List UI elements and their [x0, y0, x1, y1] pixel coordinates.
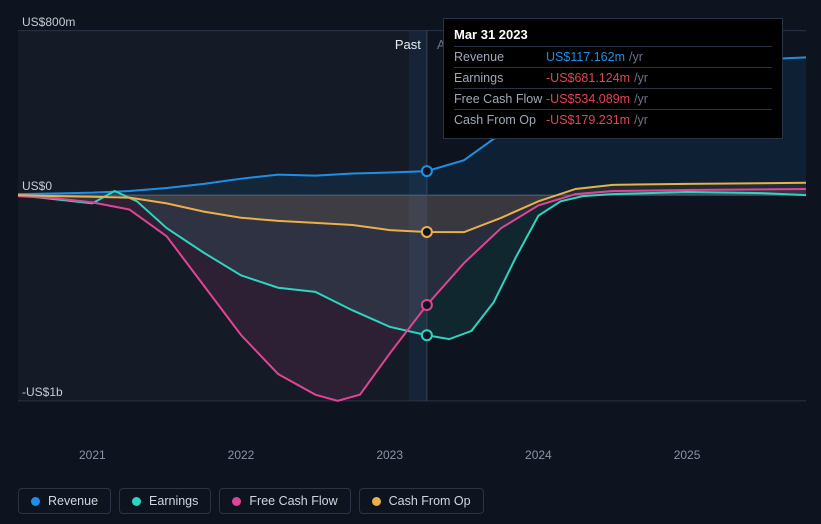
y-axis-label: -US$1b	[22, 385, 63, 399]
legend-item-earnings[interactable]: Earnings	[119, 488, 211, 514]
tooltip-row: RevenueUS$117.162m/yr	[454, 46, 772, 67]
tooltip-row: Cash From Op-US$179.231m/yr	[454, 109, 772, 130]
x-axis-tick: 2023	[376, 448, 403, 462]
legend-label: Earnings	[149, 494, 198, 508]
legend-item-revenue[interactable]: Revenue	[18, 488, 111, 514]
legend-item-free-cash-flow[interactable]: Free Cash Flow	[219, 488, 350, 514]
tooltip-row-value: US$117.162m	[546, 50, 625, 64]
x-axis-tick: 2021	[79, 448, 106, 462]
legend-label: Cash From Op	[389, 494, 471, 508]
legend-swatch	[31, 497, 40, 506]
tooltip-row-value: -US$179.231m	[546, 113, 630, 127]
legend-label: Free Cash Flow	[249, 494, 337, 508]
legend-swatch	[132, 497, 141, 506]
tooltip-row: Earnings-US$681.124m/yr	[454, 67, 772, 88]
chart-tooltip: Mar 31 2023 RevenueUS$117.162m/yrEarning…	[443, 18, 783, 139]
tooltip-row: Free Cash Flow-US$534.089m/yr	[454, 88, 772, 109]
tooltip-row-unit: /yr	[634, 113, 648, 127]
x-axis-tick: 2025	[674, 448, 701, 462]
y-axis-label: US$0	[22, 179, 52, 193]
legend-label: Revenue	[48, 494, 98, 508]
tooltip-row-label: Cash From Op	[454, 113, 546, 127]
legend-swatch	[232, 497, 241, 506]
tooltip-row-label: Revenue	[454, 50, 546, 64]
tooltip-row-unit: /yr	[634, 71, 648, 85]
financial-forecast-chart: US$800mUS$0-US$1b PastAnalysts Forecasts…	[0, 0, 821, 524]
tooltip-row-unit: /yr	[634, 92, 648, 106]
legend-swatch	[372, 497, 381, 506]
chart-legend: Revenue Earnings Free Cash Flow Cash From O…	[18, 488, 484, 514]
tooltip-title: Mar 31 2023	[454, 25, 772, 46]
x-axis-tick: 2022	[228, 448, 255, 462]
legend-item-cash-from-op[interactable]: Cash From Op	[359, 488, 484, 514]
tooltip-row-label: Earnings	[454, 71, 546, 85]
tooltip-row-value: -US$534.089m	[546, 92, 630, 106]
x-axis-tick: 2024	[525, 448, 552, 462]
tooltip-row-value: -US$681.124m	[546, 71, 630, 85]
section-label-past: Past	[377, 37, 421, 52]
tooltip-row-unit: /yr	[629, 50, 643, 64]
y-axis-label: US$800m	[22, 15, 75, 29]
x-axis: 2021 2022 2023 2024 2025	[18, 448, 806, 468]
tooltip-row-label: Free Cash Flow	[454, 92, 546, 106]
